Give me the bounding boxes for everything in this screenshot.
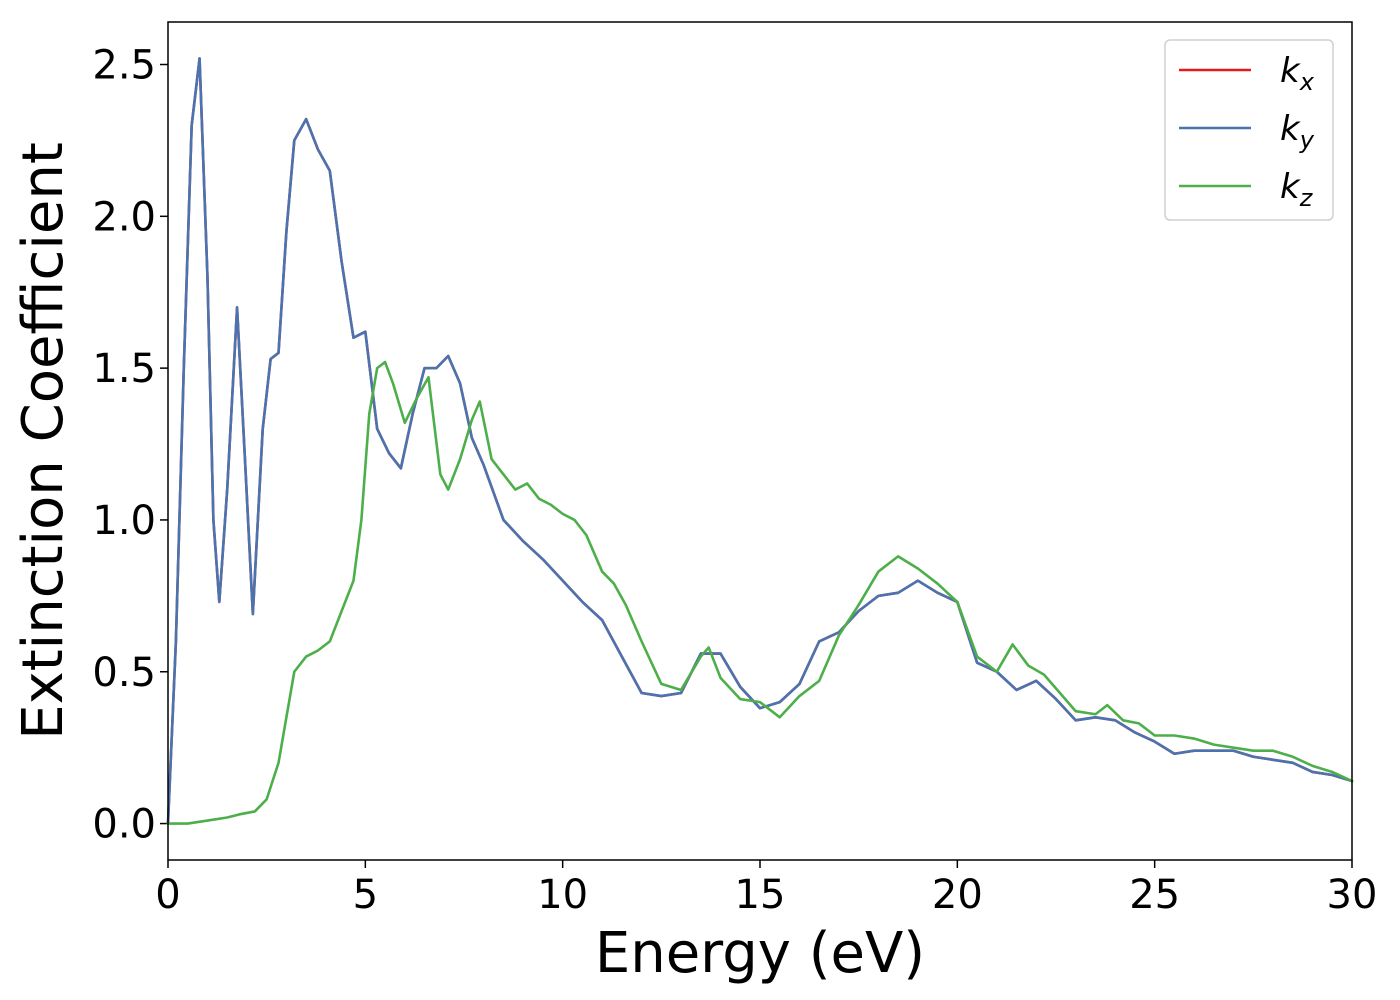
legend-label-sub: y	[1299, 126, 1315, 154]
legend-label-y: ky	[1280, 109, 1315, 154]
x-tick-label: 0	[155, 872, 180, 918]
y-tick-label: 1.5	[92, 346, 156, 392]
series-line-y	[166, 57, 1354, 825]
legend-box	[1164, 39, 1334, 221]
series-line-z	[166, 360, 1354, 825]
x-tick-label: 10	[537, 872, 588, 918]
plot-frame	[167, 21, 1353, 861]
legend-label-main: k	[1280, 109, 1301, 149]
legend-label-main: k	[1280, 167, 1301, 207]
x-tick-label: 30	[1327, 872, 1378, 918]
y-tick-label: 0.5	[92, 650, 156, 696]
legend-label-sub: z	[1299, 184, 1314, 212]
x-tick-label: 5	[353, 872, 378, 918]
series-group	[166, 57, 1354, 825]
y-tick-label: 2.0	[92, 194, 156, 240]
legend-label-x: kx	[1280, 51, 1315, 96]
plot-border	[167, 21, 1353, 861]
y-tick-label: 1.0	[92, 498, 156, 544]
legend-label-sub: x	[1299, 68, 1315, 96]
legend-label-z: kz	[1280, 167, 1314, 212]
x-tick-label: 15	[735, 872, 786, 918]
axes-group: 0 5 10 15 20 25 30 0.0 0.5 1.0 1.5 2.0 2.5	[92, 43, 1377, 918]
y-tick-label: 0.0	[92, 802, 156, 848]
x-tick-label: 25	[1129, 872, 1180, 918]
y-tick-label: 2.5	[92, 43, 156, 89]
x-axis-label: Energy (eV)	[595, 921, 925, 986]
legend-label-main: k	[1280, 51, 1301, 91]
y-axis-label: Extinction Coefficient	[11, 142, 76, 740]
x-tick-label: 20	[932, 872, 983, 918]
